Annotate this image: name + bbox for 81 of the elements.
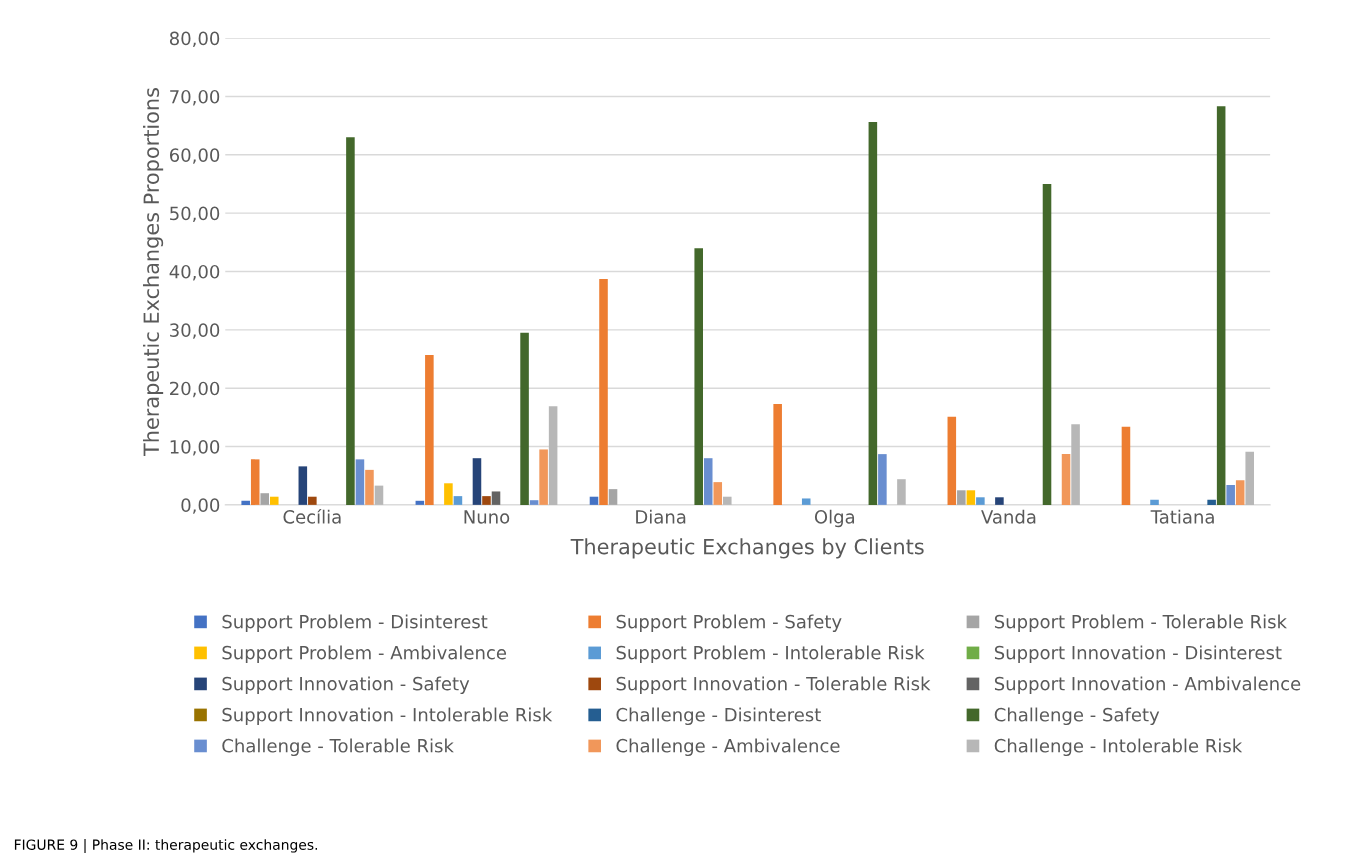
- legend-label: Challenge - Ambivalence: [616, 738, 840, 757]
- bar: [1061, 454, 1071, 505]
- bar: [444, 483, 453, 505]
- bar: [801, 498, 811, 505]
- legend-label: Support Innovation - Tolerable Risk: [616, 676, 931, 694]
- bar: [722, 496, 732, 505]
- legend-label: Support Problem - Safety: [616, 614, 842, 632]
- y-tick-label: 40,00: [169, 264, 220, 281]
- bar: [415, 500, 425, 505]
- bar: [453, 496, 463, 505]
- y-axis-title: Therapeutic Exchanges Proportions: [142, 88, 164, 457]
- legend-label: Challenge - Disinterest: [616, 707, 821, 726]
- caption: FIGURE 9 | Phase II: therapeutic exchanges.: [14, 839, 318, 854]
- legend-label: Support Innovation - Disinterest: [994, 645, 1282, 663]
- bar: [1207, 499, 1216, 505]
- bar: [897, 479, 906, 505]
- y-tick-label: 50,00: [170, 206, 220, 223]
- bar: [365, 469, 374, 505]
- bar: [1150, 499, 1159, 505]
- bar: [608, 489, 618, 505]
- y-tick-label: 10,00: [170, 439, 220, 456]
- bar: [947, 416, 957, 505]
- legend-label: Support Innovation - Intolerable Risk: [222, 707, 553, 726]
- bar: [976, 497, 985, 505]
- bar: [599, 279, 608, 505]
- y-tick-label: 70,00: [170, 89, 220, 106]
- bar: [713, 482, 723, 505]
- bar: [966, 490, 976, 505]
- bar: [250, 459, 260, 505]
- legend-label: Support Problem - Ambivalence: [222, 645, 507, 663]
- legend-label: Challenge - Tolerable Risk: [222, 738, 454, 757]
- bar: [1245, 451, 1254, 505]
- bar: [773, 403, 782, 505]
- bar: [548, 406, 558, 505]
- x-tick-label: Nuno: [464, 510, 510, 524]
- legend-label: Support Innovation - Safety: [222, 676, 470, 694]
- y-tick-label: 30,00: [170, 323, 220, 339]
- bar: [1071, 424, 1080, 505]
- x-tick-label: Olga: [814, 509, 855, 528]
- bar: [1042, 183, 1052, 505]
- legend-label: Support Innovation - Ambivalence: [994, 676, 1301, 694]
- bar: [241, 500, 250, 505]
- bar: [1216, 106, 1226, 505]
- x-axis-title: Therapeutic Exchanges by Clients: [570, 538, 924, 559]
- bar: [995, 497, 1004, 505]
- legend-label: Support Problem - Intolerable Risk: [616, 645, 925, 663]
- x-tick-label: Tatiana: [1150, 509, 1214, 524]
- x-tick-label: Diana: [636, 509, 686, 524]
- y-tick-label: 20,00: [170, 381, 220, 398]
- bar: [269, 496, 279, 505]
- bar: [260, 493, 270, 505]
- bar: [298, 466, 308, 505]
- y-tick-label: 0,00: [181, 498, 220, 514]
- bar: [957, 490, 966, 505]
- legend-label: Challenge - Safety: [994, 707, 1160, 726]
- legend-label: Challenge - Intolerable Risk: [994, 738, 1243, 757]
- bar: [472, 458, 482, 505]
- bar: [1235, 480, 1245, 505]
- bar: [1226, 485, 1235, 505]
- bar: [520, 332, 529, 505]
- bar: [703, 458, 713, 505]
- bar: [868, 122, 878, 505]
- bar: [482, 496, 491, 505]
- bar: [539, 449, 548, 505]
- bar: [589, 496, 599, 505]
- bar: [355, 459, 365, 505]
- y-tick-label: 60,00: [169, 148, 220, 164]
- legend-label: Support Problem - Tolerable Risk: [994, 614, 1287, 632]
- x-tick-label: Vanda: [981, 509, 1036, 524]
- bar: [308, 496, 317, 505]
- bar: [529, 500, 539, 505]
- bar: [491, 491, 501, 505]
- x-tick-label: Cecília: [283, 509, 341, 524]
- bar: [694, 248, 703, 505]
- legend-label: Support Problem - Disinterest: [222, 614, 488, 632]
- bar: [1121, 426, 1131, 505]
- bar: [878, 454, 887, 505]
- y-tick-label: 80,00: [169, 31, 220, 48]
- bar: [346, 137, 355, 505]
- bar: [374, 485, 384, 505]
- bar: [425, 354, 434, 505]
